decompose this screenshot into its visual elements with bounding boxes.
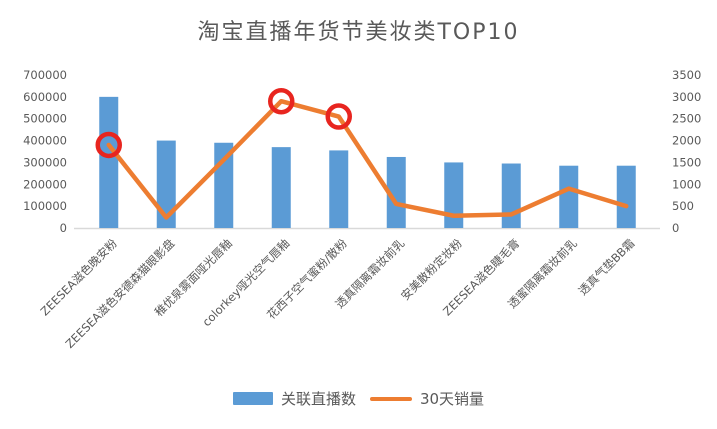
y-right-tick-label: 1000 (672, 177, 701, 191)
highlight-circle-4 (325, 103, 352, 130)
line-series-swatch (369, 396, 412, 401)
y-left-tick-label: 400000 (23, 134, 67, 148)
legend-label-line: 30天销量 (419, 390, 485, 408)
bar-8 (559, 165, 579, 228)
bar-series-swatch (232, 392, 273, 405)
y-right-tick-label: 0 (672, 221, 679, 235)
chart-legend: 关联直播数 30天销量 (0, 388, 717, 409)
chart-title: 淘宝直播年货节美妆类TOP10 (197, 20, 520, 45)
bar-7 (501, 163, 521, 228)
legend-item-line: 30天销量 (369, 388, 485, 409)
y-left-tick-label: 700000 (23, 68, 67, 82)
y-left-tick-label: 600000 (23, 90, 67, 104)
bar-4 (329, 150, 349, 228)
y-left-tick-label: 300000 (23, 155, 67, 169)
y-left-tick-label: 0 (60, 221, 67, 235)
x-category-label-1: ZEESEA滋色安德森猫眼影盘 (63, 236, 178, 351)
bar-9 (616, 165, 636, 228)
legend-item-bars: 关联直播数 (232, 388, 356, 409)
y-right-tick-label: 500 (672, 199, 694, 213)
sales-line (106, 98, 629, 220)
highlight-circle-0 (95, 131, 122, 159)
y-right-tick-label: 2500 (672, 112, 701, 126)
y-right-tick-label: 2000 (672, 134, 701, 148)
x-category-label-9: 透真气垫BB霜 (576, 236, 638, 298)
legend-label-bars: 关联直播数 (280, 390, 356, 408)
y-left-tick-label: 200000 (23, 177, 67, 191)
bar-3 (271, 147, 291, 228)
bar-0 (99, 96, 119, 228)
y-right-tick-label: 1500 (672, 155, 701, 169)
y-left-tick-label: 500000 (23, 112, 67, 126)
y-left-tick-label: 100000 (23, 199, 67, 213)
bar-5 (386, 156, 406, 228)
y-right-tick-label: 3000 (672, 90, 701, 104)
bar-6 (444, 162, 464, 228)
bar-1 (156, 140, 176, 228)
highlight-circle-3 (268, 87, 295, 115)
y-right-tick-label: 3500 (672, 68, 701, 82)
